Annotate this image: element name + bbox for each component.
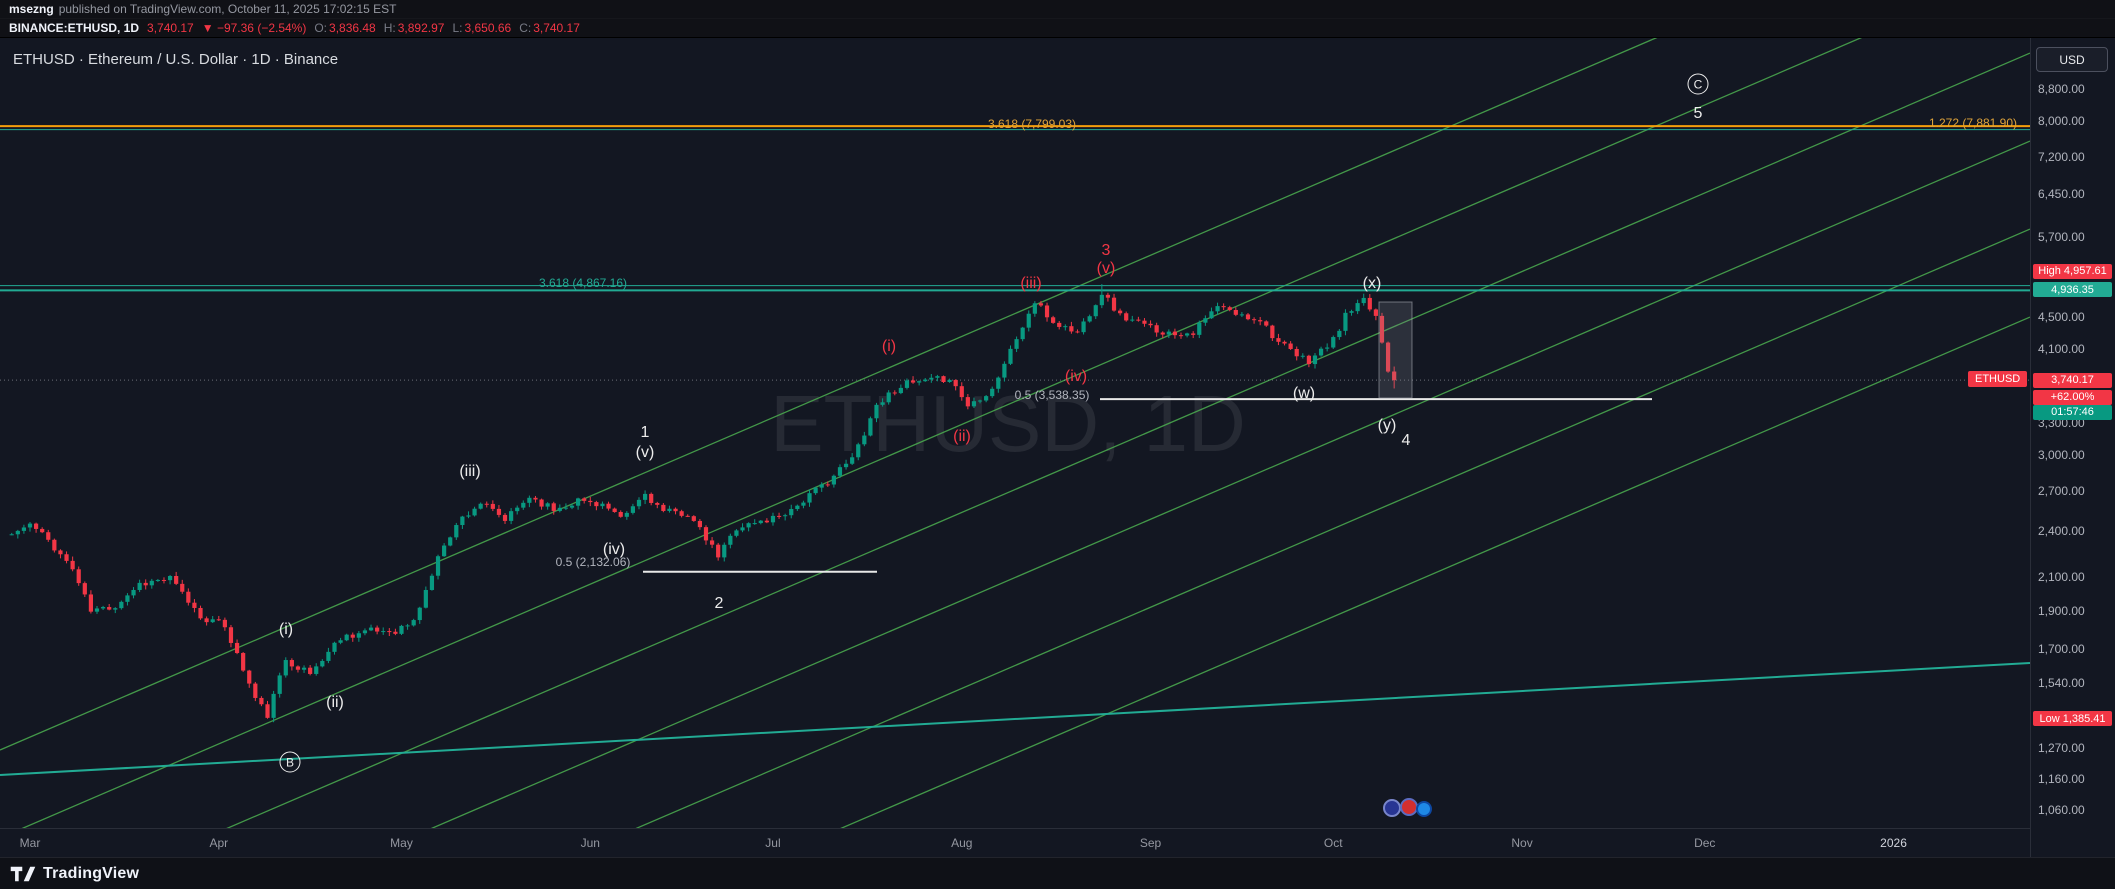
currency-toggle-button[interactable]: USD xyxy=(2036,47,2108,72)
change-percent-badge: +62.00% xyxy=(2033,389,2112,405)
time-axis-label-jul: Jul xyxy=(765,836,781,850)
time-axis-label-oct: Oct xyxy=(1323,836,1343,850)
chart-title: ETHUSD · Ethereum / U.S. Dollar · 1D · B… xyxy=(13,51,339,68)
symbol-name[interactable]: BINANCE:ETHUSD, 1D xyxy=(9,21,140,35)
price-axis[interactable]: 8,800.00 8,000.00 7,200.00 6,450.00 5,700.00… xyxy=(2030,38,2115,857)
price-tick: 6,450.00 xyxy=(2038,187,2085,202)
series-label-badge: ETHUSD xyxy=(1968,371,2028,388)
price-tick: 2,100.00 xyxy=(2038,569,2085,584)
channel-line-5 xyxy=(840,316,2030,828)
price-tick: 1,060.00 xyxy=(2038,803,2085,817)
time-axis-label-mar: Mar xyxy=(19,836,41,850)
low-value: 3,650.66 xyxy=(464,21,512,35)
price-tick: 2,700.00 xyxy=(2038,484,2085,499)
high-badge: High 4,957.61 xyxy=(2033,263,2112,279)
price-tick: 4,100.00 xyxy=(2038,341,2085,356)
price-tick: 5,700.00 xyxy=(2038,229,2085,244)
price-tick: 1,160.00 xyxy=(2038,772,2085,787)
time-axis-label-sep: Sep xyxy=(1139,836,1162,850)
chart-sticker-icon-0 xyxy=(1383,799,1401,817)
price-tick: 3,000.00 xyxy=(2038,448,2085,463)
open-label: O: xyxy=(314,21,328,35)
time-axis-label-apr: Apr xyxy=(209,836,229,850)
publish-meta-bar: msezng published on TradingView.com, Oct… xyxy=(0,0,2115,19)
price-tick: 7,200.00 xyxy=(2038,149,2085,164)
close-value: 3,740.17 xyxy=(533,21,580,35)
open-value: 3,836.48 xyxy=(329,21,376,35)
quote-bar: BINANCE:ETHUSD, 1D 3,740.17 ▼ −97.36 (−2… xyxy=(0,19,2115,38)
channel-line-2 xyxy=(226,52,2030,828)
chart-sticker-icon-2 xyxy=(1416,801,1432,817)
price-tick: 8,800.00 xyxy=(2038,81,2085,96)
time-axis-label-jun: Jun xyxy=(580,836,600,850)
time-axis-label-may: May xyxy=(390,836,413,850)
high-label: H: xyxy=(383,21,396,35)
candlestick-series xyxy=(9,284,1397,723)
time-axis-label-aug: Aug xyxy=(951,836,973,850)
channel-line-4 xyxy=(635,228,2030,828)
price-tick: 8,000.00 xyxy=(2038,114,2085,128)
last-price-badge: 3,740.17 xyxy=(2033,372,2112,388)
price-tick: 1,700.00 xyxy=(2038,641,2085,656)
price-tick: 4,500.00 xyxy=(2038,310,2085,325)
fib-level-badge: 4,936.35 xyxy=(2033,282,2112,298)
time-axis-label-2026: 2026 xyxy=(1880,836,1907,850)
bottom-brand-bar: TradingView xyxy=(0,857,2115,889)
low-label: L: xyxy=(452,21,463,35)
close-label: C: xyxy=(519,21,532,35)
low-badge: Low 1,385.41 xyxy=(2033,711,2112,727)
channel-line-3 xyxy=(430,140,2030,828)
price-change: ▼ −97.36 (−2.54%) xyxy=(201,21,307,35)
time-axis[interactable]: Mar Apr May Jun Jul Aug Sep Oct Nov Dec 2026 xyxy=(0,828,2030,858)
price-tick: 1,270.00 xyxy=(2038,741,2085,756)
tradingview-wordmark[interactable]: TradingView xyxy=(43,864,140,882)
high-value: 3,892.97 xyxy=(397,21,445,35)
symbol-watermark: ETHUSD, 1D xyxy=(770,379,1246,468)
selection-highlight-box xyxy=(1378,301,1413,399)
published-text: published on TradingView.com, October 11… xyxy=(58,2,397,16)
countdown-badge: 01:57:46 xyxy=(2033,404,2112,420)
plot-area xyxy=(0,38,2030,828)
channel-line-0 xyxy=(0,38,1658,751)
chart-sticker-icon-1 xyxy=(1400,798,1418,816)
tradingview-logo-icon[interactable] xyxy=(10,864,36,884)
author-name: msezng xyxy=(9,2,54,16)
time-axis-label-nov: Nov xyxy=(1511,836,1533,850)
price-tick: 2,400.00 xyxy=(2038,524,2085,539)
channel-line-1 xyxy=(21,38,1863,828)
long-term-trendline xyxy=(0,662,2030,776)
last-price: 3,740.17 xyxy=(147,21,194,35)
time-axis-label-dec: Dec xyxy=(1694,836,1716,850)
price-tick: 1,540.00 xyxy=(2038,675,2085,690)
price-tick: 1,900.00 xyxy=(2038,604,2085,619)
